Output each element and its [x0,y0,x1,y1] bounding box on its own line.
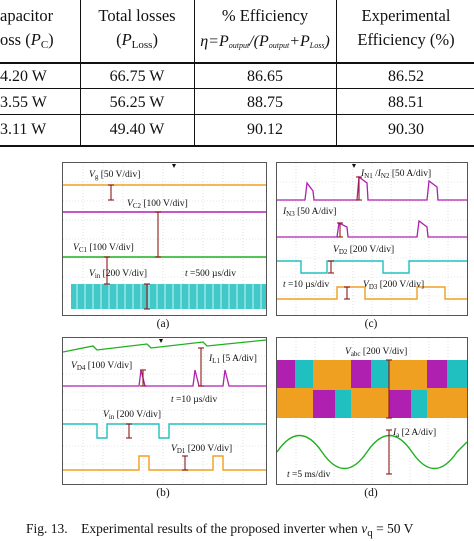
table-cell: 90.30 [388,121,424,138]
table-row-rule [0,114,474,115]
header-experimental-line2: Efficiency (%) [357,30,455,49]
table-cell: 49.40 W [109,121,165,138]
table-cell: 56.25 W [109,94,165,111]
panel-b-letter: (b) [156,487,170,499]
label-vd2: VD2 [200 V/div] [333,245,395,256]
scope-d-plot [277,338,467,484]
label-vin: Vin [200 V/div] [89,269,148,280]
trigger-arrow [172,164,176,168]
table-col-rule [80,0,81,147]
label-vc2: VC2 [100 V/div] [127,199,188,210]
trace-in3 [277,219,467,238]
table-cell: 86.65 [247,68,283,85]
trace-vd1 [63,455,266,471]
header-total-losses-line1: Total losses [98,6,176,25]
figure-caption-text: Experimental results of the proposed inv… [81,521,362,536]
label-vd4: VD4 [100 V/div] [71,361,133,372]
trace-vabc [277,360,467,418]
label-vd3: VD3 [200 V/div] [363,280,425,291]
label-time-b: t =10 µs/div [171,395,218,405]
header-capacitor-line1: apacitor [0,6,54,25]
trace-vin [63,423,266,439]
table-col-rule [194,0,195,147]
trace-vd3 [277,286,467,300]
trace-vd2 [277,260,467,274]
trace-il1 [63,339,266,353]
table-col-rule [336,0,337,147]
scope-c-plot [277,163,467,315]
scope-panel-a: Vg [50 V/div] VC2 [100 V/div] VC1 [100 V… [62,162,267,316]
trace-vd4 [63,369,266,387]
label-vg: Vg [50 V/div] [89,170,141,181]
panel-a-letter: (a) [156,318,170,330]
scope-b-plot [63,338,266,484]
figure-caption: Fig. 13. Experimental results of the pro… [26,521,414,539]
trace-in1 [277,175,467,201]
label-time-d: t =5 ms/div [287,470,331,480]
trigger-arrow [159,339,163,343]
label-vd1: VD1 [200 V/div] [171,444,233,455]
table-header-rule [0,62,474,64]
trace-vin-gaps [76,284,262,309]
label-vc1: VC1 [100 V/div] [73,243,134,254]
trace-vin-band [71,284,266,309]
scope-a-plot [63,163,266,315]
scope-panel-d: Vabc [200 V/div] Ia [2 A/div] t =5 ms/di… [276,337,468,485]
header-total-losses-line2: (PLoss) [116,30,158,51]
header-efficiency-formula: η=Poutput/(Poutput+PLoss) [200,33,330,50]
table-cell: 4.20 W [0,68,47,85]
table-row-rule [0,88,474,89]
label-il1: IL1 [5 A/div] [209,354,257,365]
label-time-c: t =10 µs/div [283,280,330,290]
table-cell: 3.55 W [0,94,47,111]
table-cell: 88.51 [388,94,424,111]
label-ia: Ia [2 A/div] [393,428,437,439]
label-in3: IN3 [50 A/div] [283,207,337,218]
scope-panel-b: VD4 [100 V/div] IL1 [5 A/div] t =10 µs/d… [62,337,267,485]
scope-a-markers [104,184,161,310]
figure-caption-prefix: Fig. 13. [26,521,68,536]
table-cell: 88.75 [247,94,283,111]
table-cell: 90.12 [247,121,283,138]
scope-panel-c: IN1 /IN2 [50 A/div] IN3 [50 A/div] VD2 [… [276,162,468,316]
trace-ia [277,435,467,469]
table-cell: 66.75 W [109,68,165,85]
label-time-a: t =500 µs/div [185,269,236,279]
label-vabc: Vabc [200 V/div] [345,347,408,358]
table-cell: 86.52 [388,68,424,85]
header-experimental-line1: Experimental [361,6,451,25]
efficiency-table: apacitor oss (PC) Total losses (PLoss) %… [0,0,474,147]
header-capacitor-line2: oss (PC) [0,30,54,51]
table-cell: 3.11 W [0,121,47,138]
label-vin-b: Vin [200 V/div] [103,410,162,421]
header-efficiency-line1: % Efficiency [221,6,309,25]
label-in1-in2: IN1 /IN2 [50 A/div] [361,169,432,180]
panel-c-letter: (c) [364,318,378,330]
table-bottom-rule [0,145,474,147]
trigger-arrow [352,164,356,168]
panel-d-letter: (d) [364,487,378,499]
